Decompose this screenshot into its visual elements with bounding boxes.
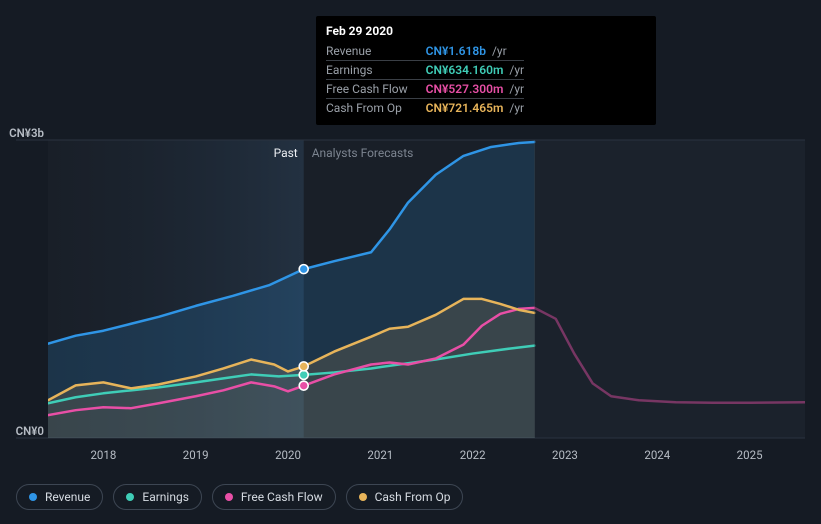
y-axis-label: CN¥0 xyxy=(4,424,44,438)
legend-dot-icon xyxy=(359,493,367,501)
tooltip-row: Cash From OpCN¥721.465m /yr xyxy=(326,99,524,118)
tooltip-date: Feb 29 2020 xyxy=(326,22,646,42)
x-axis-label: 2025 xyxy=(737,448,763,462)
legend: Revenue Earnings Free Cash Flow Cash From O… xyxy=(16,484,463,510)
y-axis-label: CN¥3b xyxy=(4,126,44,140)
legend-item[interactable]: Free Cash Flow xyxy=(212,484,336,510)
x-axis-label: 2019 xyxy=(183,448,209,462)
tooltip-row: RevenueCN¥1.618b /yr xyxy=(326,42,524,61)
legend-dot-icon xyxy=(29,493,37,501)
tooltip-row-value: CN¥1.618b /yr xyxy=(426,42,524,61)
tooltip-row-label: Revenue xyxy=(326,42,426,61)
legend-label: Free Cash Flow xyxy=(241,490,323,504)
legend-dot-icon xyxy=(225,493,233,501)
hover-tooltip: Feb 29 2020 RevenueCN¥1.618b /yrEarnings… xyxy=(316,16,656,125)
tooltip-row: EarningsCN¥634.160m /yr xyxy=(326,61,524,80)
x-axis-label: 2023 xyxy=(552,448,578,462)
tooltip-row: Free Cash FlowCN¥527.300m /yr xyxy=(326,80,524,99)
legend-label: Cash From Op xyxy=(375,490,451,504)
x-axis-label: 2022 xyxy=(460,448,486,462)
section-label-past: Past xyxy=(274,146,298,160)
x-axis-label: 2020 xyxy=(275,448,301,462)
tooltip-row-value: CN¥721.465m /yr xyxy=(426,99,524,118)
legend-label: Earnings xyxy=(142,490,189,504)
section-label-forecast: Analysts Forecasts xyxy=(312,146,414,160)
tooltip-row-value: CN¥527.300m /yr xyxy=(426,80,524,99)
tooltip-row-label: Cash From Op xyxy=(326,99,426,118)
tooltip-row-value: CN¥634.160m /yr xyxy=(426,61,524,80)
x-axis-label: 2024 xyxy=(644,448,670,462)
x-axis-label: 2021 xyxy=(367,448,393,462)
legend-dot-icon xyxy=(126,493,134,501)
tooltip-row-label: Earnings xyxy=(326,61,426,80)
legend-item[interactable]: Revenue xyxy=(16,484,103,510)
legend-item[interactable]: Cash From Op xyxy=(346,484,464,510)
legend-label: Revenue xyxy=(45,490,90,504)
tooltip-row-label: Free Cash Flow xyxy=(326,80,426,99)
legend-item[interactable]: Earnings xyxy=(113,484,202,510)
tooltip-table: RevenueCN¥1.618b /yrEarningsCN¥634.160m … xyxy=(326,42,524,117)
x-axis-label: 2018 xyxy=(90,448,116,462)
